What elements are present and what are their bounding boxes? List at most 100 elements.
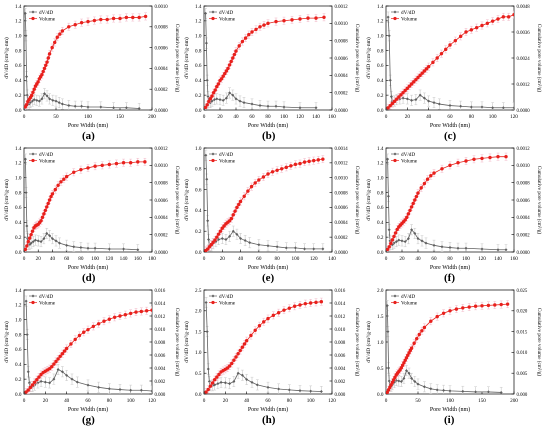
dvdd-point — [57, 101, 61, 105]
chart-panel-f: 0 20 40 60 80 100 120 140 160 0.0 0.2 0.4 0.6 0.8 1.0 1… — [365, 146, 543, 271]
x-tick-label: 20 — [217, 114, 223, 120]
dvdd-point — [390, 243, 394, 247]
y-tick-label: 1.2 — [15, 161, 22, 167]
volume-point — [253, 328, 257, 332]
volume-point — [240, 39, 245, 44]
volume-point — [266, 21, 270, 26]
volume-point — [290, 18, 294, 22]
y2-axis-label: Cumulative pore volume (cm³/g) — [174, 24, 181, 93]
dvdd-point — [231, 93, 235, 97]
volume-point — [128, 311, 133, 316]
chart-panel-i: 0 50 100 150 200 0.0 0.5 1.0 1.5 2.0 0.000 0.005 0.0… — [365, 288, 543, 413]
volume-point — [415, 336, 419, 341]
volume-point — [390, 238, 395, 242]
volume-point — [69, 342, 73, 346]
volume-point — [386, 106, 390, 110]
plot-area — [386, 10, 514, 110]
x-tick-label: 40 — [426, 114, 432, 120]
panel-label: (d) — [82, 272, 96, 284]
volume-point — [406, 353, 410, 358]
x-tick-label: 40 — [64, 398, 70, 404]
volume-point — [266, 172, 270, 176]
dvdd-point — [429, 387, 433, 391]
y2-tick-label: 0.0006 — [335, 206, 349, 211]
y2-tick-label: 0.0008 — [155, 26, 169, 31]
volume-point — [227, 364, 232, 368]
x-axis-label: Pore Width (nm) — [248, 264, 288, 271]
volume-point — [416, 75, 420, 80]
dvdd-point — [67, 104, 71, 108]
volume-point — [458, 34, 463, 39]
volume-point — [261, 175, 266, 179]
x-tick-label: 0 — [23, 256, 26, 262]
volume-point — [60, 352, 65, 356]
dvdd-point — [129, 388, 133, 392]
y2-tick-label: 0.0008 — [155, 181, 169, 186]
dvdd-point — [33, 238, 37, 242]
volume-point — [50, 365, 54, 369]
y-tick-label: 0.0 — [377, 250, 384, 256]
y-axis-label: dV/dD (cm³/g·nm) — [365, 179, 372, 221]
y2-tick-label: 0.0000 — [517, 251, 531, 256]
dvdd-point — [504, 248, 508, 252]
y2-tick-label: 0.012 — [335, 315, 346, 320]
volume-point — [512, 12, 514, 17]
dvdd-point — [407, 371, 411, 375]
x-tick-label: 100 — [307, 398, 315, 404]
y-axis-label: dV/dD (cm³/g·nm) — [183, 37, 190, 79]
legend-label: dV/dD — [219, 294, 233, 300]
volume-point — [394, 97, 399, 101]
legend-volume-marker — [31, 16, 35, 21]
dvdd-point — [287, 388, 291, 392]
dvdd-point — [24, 11, 27, 15]
y2-tick-label: 0.010 — [517, 351, 528, 356]
y2-tick-label: 0.0000 — [335, 251, 349, 256]
volume-point — [490, 19, 495, 23]
volume-point — [419, 186, 423, 190]
volume-point — [306, 16, 310, 20]
y2-tick-label: 0.014 — [335, 302, 346, 307]
volume-point — [275, 168, 279, 172]
volume-point — [440, 167, 444, 171]
volume-point — [32, 87, 36, 91]
dvdd-point — [424, 241, 428, 245]
volume-point — [412, 341, 416, 345]
volume-point — [405, 215, 409, 220]
y-tick-label: 0.0 — [195, 392, 202, 398]
dvdd-point — [312, 247, 316, 251]
y2-tick-label: 0.0002 — [155, 233, 169, 238]
volume-point — [26, 239, 30, 244]
volume-point — [413, 198, 417, 202]
volume-point — [86, 19, 90, 24]
dvdd-point — [99, 105, 103, 109]
dvdd-point — [413, 380, 417, 384]
y-tick-label: 0.0 — [377, 392, 384, 398]
y-tick-label: 1.5 — [377, 314, 384, 320]
dvdd-point — [204, 300, 208, 304]
dvdd-point — [93, 246, 97, 250]
volume-point — [418, 73, 422, 78]
volume-point — [316, 158, 320, 162]
volume-point — [128, 161, 133, 165]
y2-tick-label: 0.0000 — [335, 109, 349, 114]
volume-point — [213, 238, 217, 242]
volume-point — [254, 27, 258, 32]
volume-point — [236, 352, 240, 356]
y2-tick-label: 0.0006 — [155, 199, 169, 204]
y2-tick-label: 0.0012 — [517, 147, 531, 152]
legend-label: Volume — [39, 158, 56, 164]
volume-point — [257, 324, 262, 328]
volume-point — [425, 177, 430, 181]
y-tick-label: 0.2 — [377, 93, 384, 99]
y-tick-label: 1.4 — [195, 4, 202, 10]
x-tick-label: 100 — [127, 398, 135, 404]
x-tick-label: 60 — [85, 398, 91, 404]
y-tick-label: 0.6 — [195, 187, 202, 193]
dvdd-point — [486, 390, 490, 394]
y2-tick-label: 0.016 — [155, 289, 166, 294]
legend-dvdd-marker — [393, 294, 397, 298]
dvdd-point — [216, 382, 220, 386]
y2-tick-label: 0.0024 — [517, 57, 531, 62]
volume-point — [121, 161, 126, 165]
volume-point — [46, 56, 51, 60]
